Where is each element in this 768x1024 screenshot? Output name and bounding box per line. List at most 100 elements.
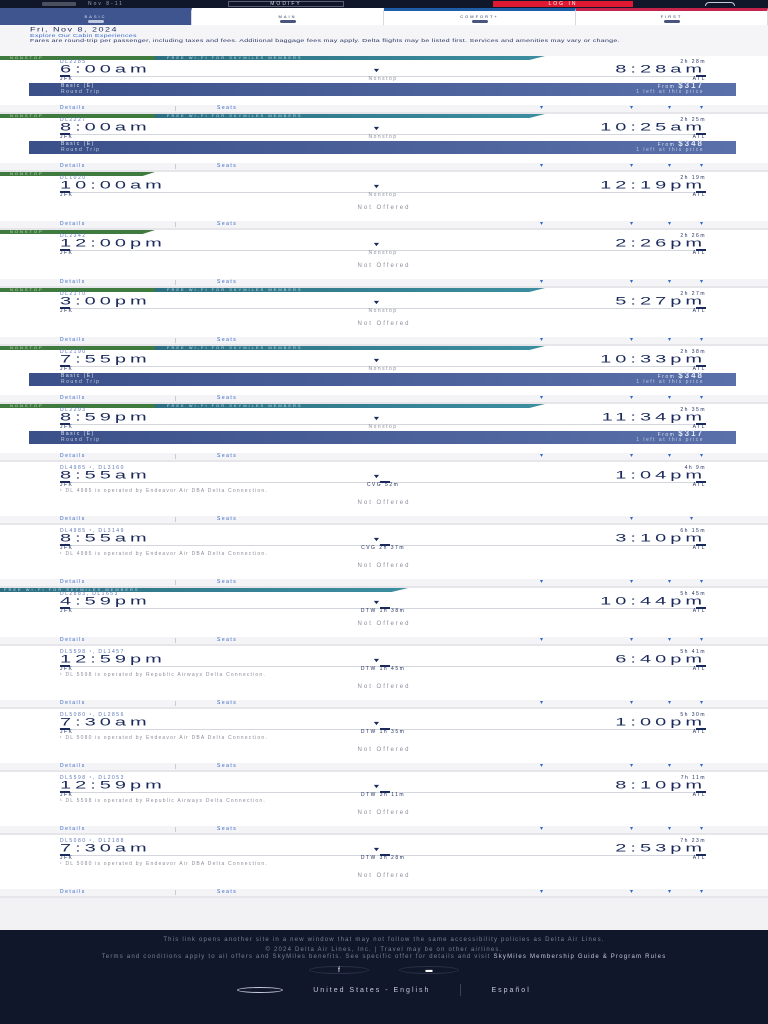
chevron-down-icon[interactable]: ▾ (700, 221, 705, 227)
login-button[interactable]: LOG IN (493, 1, 633, 7)
seats-link[interactable]: Seats (217, 889, 238, 895)
chevron-down-icon[interactable]: ▾ (540, 279, 545, 285)
details-link[interactable]: Details (60, 453, 86, 459)
details-link[interactable]: Details (60, 395, 86, 401)
flight-number[interactable]: DL2293 (60, 407, 87, 413)
flight-card[interactable]: DL5080 ¹, DL2856 5h 30m 7:30am ▼ 1:00pm … (0, 709, 768, 772)
chevron-down-icon[interactable]: ▾ (540, 579, 545, 585)
details-link[interactable]: Details (60, 221, 86, 227)
seats-link[interactable]: Seats (217, 700, 238, 706)
chevron-down-icon[interactable]: ▾ (700, 279, 705, 285)
chevron-down-icon[interactable]: ▾ (700, 700, 705, 706)
fare-option-basic[interactable]: Basic (E) Round Trip From $348 1 left at… (29, 372, 736, 386)
chevron-down-icon[interactable]: ▾ (700, 637, 705, 643)
flight-card[interactable]: NONSTOP FREE WI-FI FOR SKYMILES MEMBERS … (0, 404, 768, 462)
seats-link[interactable]: Seats (217, 453, 238, 459)
flight-number[interactable]: DL4985 ¹, DL3160 (60, 465, 125, 471)
seats-link[interactable]: Seats (217, 221, 238, 227)
facebook-icon[interactable]: f (309, 966, 369, 974)
flight-number[interactable]: DL5080 ¹, DL2856 (60, 712, 125, 718)
chevron-down-icon[interactable]: ▾ (668, 637, 673, 643)
chevron-down-icon[interactable]: ▾ (668, 579, 673, 585)
details-link[interactable]: Details (60, 579, 86, 585)
seats-link[interactable]: Seats (217, 826, 238, 832)
chevron-down-icon[interactable]: ▾ (630, 105, 635, 111)
fare-option-basic[interactable]: Basic (E) Round Trip From $348 1 left at… (29, 140, 736, 154)
flight-card[interactable]: DL5598 ¹, DL2053 7h 11m 12:59pm ▼ 8:10pm… (0, 772, 768, 835)
chevron-down-icon[interactable]: ▾ (630, 700, 635, 706)
chevron-down-icon[interactable]: ▾ (630, 579, 635, 585)
chevron-down-icon[interactable]: ▾ (630, 516, 635, 522)
details-link[interactable]: Details (60, 637, 86, 643)
chevron-down-icon[interactable]: ▾ (540, 763, 545, 769)
chevron-down-icon[interactable]: ▾ (630, 163, 635, 169)
tab-basic[interactable]: BASIC (0, 8, 192, 25)
chevron-down-icon[interactable]: ▾ (668, 889, 673, 895)
chevron-down-icon[interactable]: ▾ (668, 279, 673, 285)
lang-english[interactable]: United States - English (313, 986, 431, 994)
flight-number[interactable]: DL5080 ¹, DL2188 (60, 838, 125, 844)
flight-card[interactable]: NONSTOP DL1020 2h 19m 10:00am ▼ 12:19pm … (0, 172, 768, 230)
flight-card[interactable]: NONSTOP DL2342 2h 26m 12:00pm ▼ 2:26pm J… (0, 230, 768, 288)
chevron-down-icon[interactable]: ▾ (540, 889, 545, 895)
details-link[interactable]: Details (60, 516, 86, 522)
seats-link[interactable]: Seats (217, 395, 238, 401)
flight-number[interactable]: DL2285 (60, 59, 87, 65)
chevron-down-icon[interactable]: ▾ (540, 637, 545, 643)
explore-cabins-link[interactable]: Explore Our Cabin Experiences (30, 33, 137, 39)
details-link[interactable]: Details (60, 105, 86, 111)
skymiles-guide-link[interactable]: SkyMiles Membership Guide & Program Rule… (493, 954, 667, 960)
chevron-down-icon[interactable]: ▾ (540, 395, 545, 401)
details-link[interactable]: Details (60, 889, 86, 895)
flight-card[interactable]: DL4985 ¹, DL3149 6h 15m 8:55am ▼ 3:10pm … (0, 525, 768, 588)
chevron-down-icon[interactable]: ▾ (690, 516, 695, 522)
chevron-down-icon[interactable]: ▾ (668, 763, 673, 769)
chevron-down-icon[interactable]: ▾ (668, 221, 673, 227)
flight-card[interactable]: DL5598 ¹, DL1457 5h 41m 12:59pm ▼ 6:40pm… (0, 646, 768, 709)
route-pill[interactable] (42, 2, 76, 6)
details-link[interactable]: Details (60, 700, 86, 706)
seats-link[interactable]: Seats (217, 579, 238, 585)
seats-link[interactable]: Seats (217, 105, 238, 111)
flight-number[interactable]: DL2190 (60, 349, 87, 355)
fare-option-basic[interactable]: Basic (E) Round Trip From $317 1 left at… (29, 82, 736, 96)
details-link[interactable]: Details (60, 279, 86, 285)
chevron-down-icon[interactable]: ▾ (630, 453, 635, 459)
seats-link[interactable]: Seats (217, 516, 238, 522)
details-link[interactable]: Details (60, 163, 86, 169)
chevron-down-icon[interactable]: ▾ (540, 337, 545, 343)
flight-number[interactable]: DL4985 ¹, DL3149 (60, 528, 125, 534)
chevron-down-icon[interactable]: ▾ (540, 453, 545, 459)
chevron-down-icon[interactable]: ▾ (700, 395, 705, 401)
flight-card[interactable]: DL5080 ¹, DL2188 7h 23m 7:30am ▼ 2:53pm … (0, 835, 768, 898)
flight-number[interactable]: DL2883, DL1653 (60, 591, 119, 597)
chevron-down-icon[interactable]: ▾ (668, 163, 673, 169)
chevron-down-icon[interactable]: ▾ (700, 826, 705, 832)
flight-card[interactable]: NONSTOP FREE WI-FI FOR SKYMILES MEMBERS … (0, 346, 768, 404)
details-link[interactable]: Details (60, 826, 86, 832)
chevron-down-icon[interactable]: ▾ (540, 221, 545, 227)
flight-card[interactable]: NONSTOP FREE WI-FI FOR SKYMILES MEMBERS … (0, 288, 768, 346)
flight-number[interactable]: DL5598 ¹, DL2053 (60, 775, 125, 781)
tab-main[interactable]: MAIN (192, 8, 384, 25)
flight-card[interactable]: NONSTOP FREE WI-FI FOR SKYMILES MEMBERS … (0, 56, 768, 114)
details-link[interactable]: Details (60, 763, 86, 769)
chevron-down-icon[interactable]: ▾ (540, 700, 545, 706)
chevron-down-icon[interactable]: ▾ (700, 163, 705, 169)
chevron-down-icon[interactable]: ▾ (630, 395, 635, 401)
tab-first[interactable]: FIRST (576, 8, 768, 25)
chevron-down-icon[interactable]: ▾ (668, 826, 673, 832)
flight-number[interactable]: DL2170 (60, 291, 87, 297)
chevron-down-icon[interactable]: ▾ (630, 763, 635, 769)
twitter-icon[interactable]: ▬ (399, 966, 459, 974)
chevron-down-icon[interactable]: ▾ (700, 453, 705, 459)
chevron-down-icon[interactable]: ▾ (700, 889, 705, 895)
flight-number[interactable]: DL2227 (60, 117, 87, 123)
chevron-down-icon[interactable]: ▾ (540, 163, 545, 169)
chevron-down-icon[interactable]: ▾ (668, 395, 673, 401)
seats-link[interactable]: Seats (217, 637, 238, 643)
profile-icon[interactable] (705, 2, 735, 6)
chevron-down-icon[interactable]: ▾ (630, 221, 635, 227)
details-link[interactable]: Details (60, 337, 86, 343)
chevron-down-icon[interactable]: ▾ (540, 105, 545, 111)
